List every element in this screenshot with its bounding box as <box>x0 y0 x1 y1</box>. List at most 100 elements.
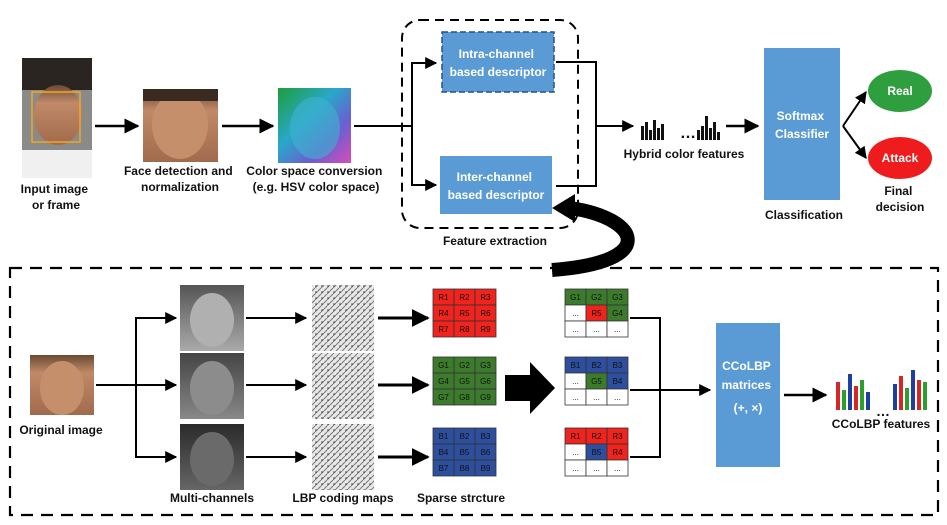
grid-cell-label: B3 <box>613 361 623 370</box>
grid-cell-label: B8 <box>460 464 470 473</box>
grid-cell-label: B7 <box>439 464 449 473</box>
inter-channel-label: Inter-channel based descriptor <box>448 170 545 202</box>
grid-cell-label: R3 <box>612 432 623 441</box>
ccolbp-feature-bars-left <box>836 374 870 410</box>
grid-cell-label: G2 <box>591 293 602 302</box>
sparse-structure-label: Sparse strcture <box>417 491 505 505</box>
ccolbp-box <box>716 323 780 467</box>
feature-extraction-frame <box>401 19 579 229</box>
grid-cell-label: G5 <box>459 377 470 386</box>
grid-cell-label: B1 <box>571 361 581 370</box>
histogram-bar <box>701 126 704 140</box>
histogram-bar <box>866 392 870 410</box>
grid-cell-label: ... <box>593 393 600 402</box>
grid-cell-label: G4 <box>438 377 449 386</box>
grid-cell-label: G2 <box>459 361 470 370</box>
histogram-bar <box>653 120 656 140</box>
histogram-bar <box>893 384 897 410</box>
lbp-map-1 <box>312 285 374 351</box>
real-label: Real <box>887 84 912 98</box>
grid-cell-label: B2 <box>460 432 470 441</box>
grid-cell-label: B3 <box>481 432 491 441</box>
grid-cell-label: R2 <box>591 432 602 441</box>
attack-label: Attack <box>882 151 919 165</box>
grid-cell-label: G9 <box>480 393 491 402</box>
grid-cell <box>606 388 629 406</box>
grid-cell-label: ... <box>593 325 600 334</box>
grid-cell-label: ... <box>614 325 621 334</box>
curved-connector <box>551 201 635 277</box>
histogram-bar <box>860 380 864 410</box>
grid-cell-label: R5 <box>459 309 470 318</box>
grid-cell-label: ... <box>572 464 579 473</box>
grid-cell-label: ... <box>593 464 600 473</box>
grid-cell-label: R3 <box>480 293 491 302</box>
hybrid-features-label: Hybrid color features <box>624 147 745 161</box>
channel-image-3 <box>180 424 244 490</box>
histogram-bar <box>649 130 652 140</box>
classification-label: Classification <box>765 208 843 222</box>
intra-channel-label: Intra-channel based descriptor <box>450 47 547 79</box>
cooccurrence-grid-red: R1 R2 R3... B5 R4......... <box>564 427 629 477</box>
big-block-arrow <box>505 362 555 414</box>
ccolbp-feature-bars-right <box>893 370 927 410</box>
sparse-grid-green: G1 G2 G3 G4 G5 G6 G7 G8 G9 <box>432 356 497 406</box>
grid-cell-label: G8 <box>459 393 470 402</box>
grid-cell-label: G5 <box>591 377 602 386</box>
multi-channels-label: Multi-channels <box>170 491 254 505</box>
merge-bracket <box>556 61 597 187</box>
grid-cell-label: R7 <box>438 325 449 334</box>
feature-extraction-label: Feature extraction <box>443 234 547 248</box>
arrow-to-attack <box>842 125 867 159</box>
grid-cell-label: R1 <box>438 293 449 302</box>
histogram-bar <box>645 122 648 140</box>
lbp-map-3 <box>312 424 374 490</box>
cooccurrence-grid-blue: B1 B2 B3... G5 B4......... <box>564 356 629 406</box>
hsv-face-image <box>278 88 351 163</box>
grid-cell <box>606 459 629 477</box>
ccolbp-features-label: CCoLBP features <box>832 417 931 431</box>
input-image <box>22 58 92 178</box>
grid-cell-label: G1 <box>438 361 449 370</box>
arrow-to-channel-1 <box>135 312 178 385</box>
grid-cell-label: R4 <box>612 448 623 457</box>
original-image-label: Original image <box>19 423 103 437</box>
arrow-to-intra <box>411 57 438 126</box>
grid-cell-label: R4 <box>438 309 449 318</box>
histogram-bar <box>705 116 708 140</box>
lbp-maps-label: LBP coding maps <box>292 491 393 505</box>
grid-cell-label: R6 <box>480 309 491 318</box>
ccolbp-box-label: CCoLBP matrices (+, ×) <box>722 359 775 415</box>
cooc-merge-bracket <box>630 317 661 458</box>
grid-cell-label: ... <box>614 464 621 473</box>
grid-cell-label: G1 <box>570 293 581 302</box>
grid-cell <box>474 320 497 338</box>
grid-cell-label: ... <box>572 448 579 457</box>
sparse-grid-red: R1 R2 R3 R4 R5 R6 R7 R8 R9 <box>432 288 497 338</box>
histogram-bar <box>661 124 664 140</box>
histogram-bar <box>713 122 716 140</box>
histogram-bar <box>717 132 720 140</box>
curved-connector-head <box>552 194 575 222</box>
sparse-grid-blue: B1 B2 B3 B4 B5 B6 B7 B8 B9 <box>432 427 497 477</box>
channel-image-1 <box>180 285 244 351</box>
grid-cell-label: B5 <box>592 448 602 457</box>
hybrid-dots: … <box>680 125 696 142</box>
inter-channel-box <box>440 156 552 214</box>
normalized-face-image <box>143 89 218 162</box>
ccolbp-detail-frame <box>8 266 940 517</box>
grid-cell <box>474 388 497 406</box>
real-ellipse <box>868 70 932 112</box>
cooccurrence-grid-green: G1 G2 G3... R5 G4......... <box>564 288 629 338</box>
grid-cell-label: B2 <box>592 361 602 370</box>
grid-cell-label: B1 <box>439 432 449 441</box>
grid-cell-label: R2 <box>459 293 470 302</box>
attack-ellipse <box>868 137 932 179</box>
grid-cell-label: R1 <box>570 432 581 441</box>
grid-cell-label: R5 <box>591 309 602 318</box>
histogram-bar <box>709 128 712 140</box>
final-decision-label: Final decision <box>876 184 925 214</box>
softmax-box <box>764 48 840 200</box>
original-image <box>30 355 94 415</box>
